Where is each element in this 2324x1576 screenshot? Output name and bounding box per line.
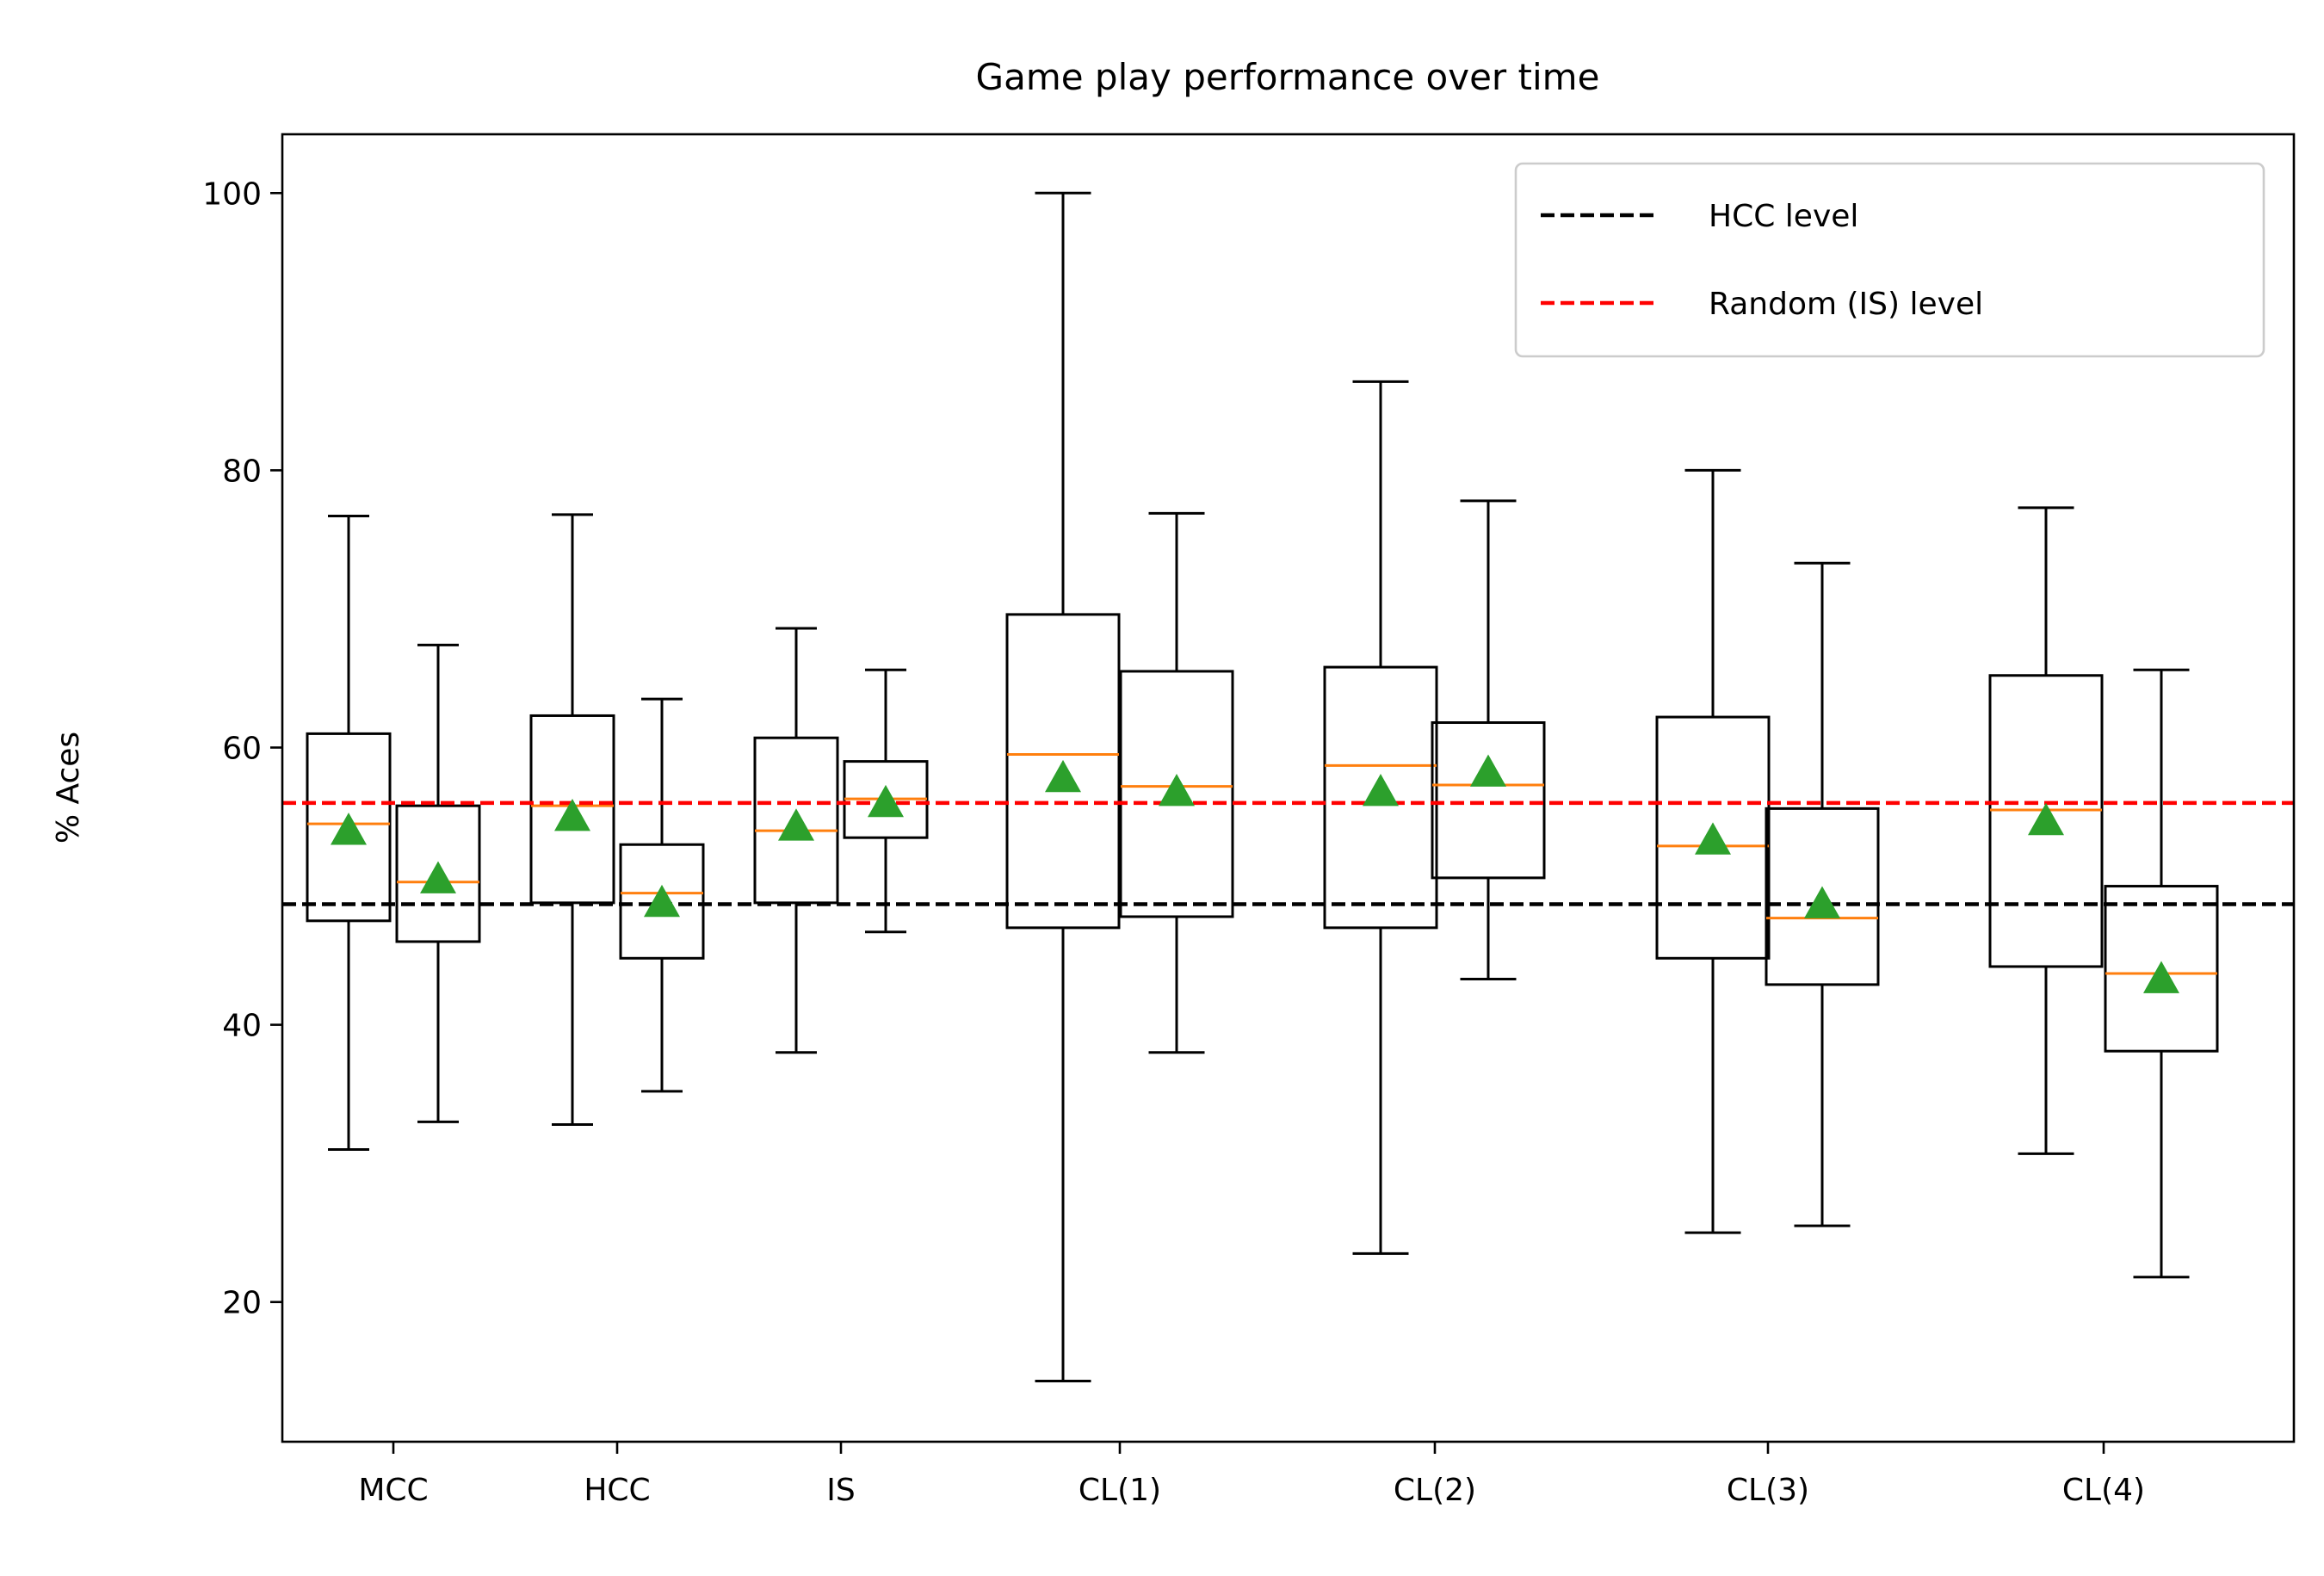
box	[1431, 721, 1546, 880]
legend-label: Random (IS) level	[1709, 287, 1983, 322]
mean-marker	[554, 799, 590, 831]
mean-marker	[1804, 886, 1840, 918]
y-tick-label: 20	[222, 1286, 262, 1321]
box	[753, 736, 839, 905]
mean-marker	[1045, 759, 1081, 793]
box	[1988, 674, 2104, 968]
mean-marker	[1695, 822, 1731, 855]
mean-marker	[420, 861, 456, 893]
y-tick-label: 100	[202, 176, 262, 212]
x-tick-label: IS	[826, 1473, 855, 1508]
mean-marker	[868, 784, 904, 818]
mean-marker	[1363, 774, 1399, 807]
plot-frame	[281, 133, 2296, 1443]
box	[306, 732, 392, 923]
mean-marker	[778, 808, 814, 841]
box	[1765, 807, 1880, 986]
mean-marker	[1159, 774, 1195, 807]
y-tick-label: 40	[222, 1009, 262, 1044]
box	[619, 843, 705, 960]
mean-marker	[644, 884, 680, 918]
box	[1119, 670, 1234, 918]
box	[2104, 885, 2219, 1053]
chart-title: Game play performance over time	[976, 56, 1600, 98]
box	[1005, 613, 1121, 930]
box	[1323, 665, 1438, 930]
mean-marker	[2143, 961, 2179, 993]
box	[395, 804, 481, 943]
mean-marker	[331, 813, 367, 845]
box	[1655, 715, 1771, 960]
y-axis-label: % Aces	[51, 732, 86, 844]
y-tick-label: 80	[222, 454, 262, 489]
legend-label: HCC level	[1709, 199, 1858, 234]
x-tick-label: CL(3)	[1727, 1473, 1809, 1508]
x-tick-label: MCC	[358, 1473, 428, 1508]
x-tick-label: HCC	[584, 1473, 650, 1508]
mean-marker	[2028, 802, 2064, 836]
legend-box	[1514, 162, 2265, 358]
mean-marker	[1470, 754, 1506, 787]
y-tick-label: 60	[222, 732, 262, 767]
x-tick-label: CL(1)	[1079, 1473, 1161, 1508]
x-tick-label: CL(2)	[1394, 1473, 1476, 1508]
x-tick-label: CL(4)	[2062, 1473, 2145, 1508]
